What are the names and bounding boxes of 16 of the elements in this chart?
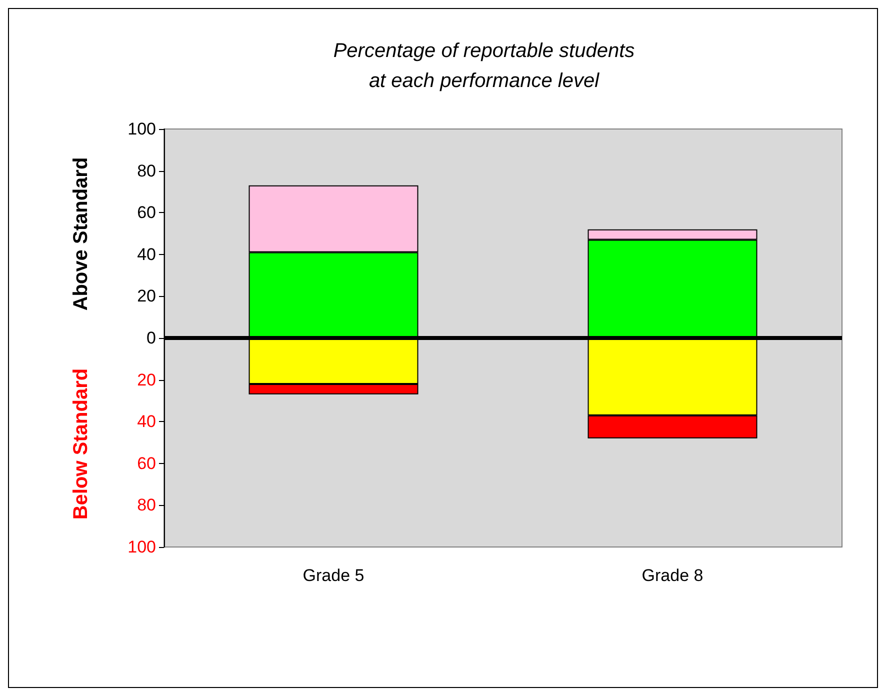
- text: Below Standard: [70, 368, 92, 520]
- x-tick-label: Grade 8: [642, 566, 704, 585]
- y-tick-label: 100: [128, 120, 156, 138]
- y-tick-label: 40: [137, 244, 156, 264]
- y-tick-label: 20: [137, 286, 156, 306]
- y-tick-label: 60: [137, 454, 156, 473]
- y-tick-label: 20: [137, 370, 156, 390]
- y-axis-title: Above Standard: [70, 157, 92, 311]
- y-tick-label: 80: [137, 496, 156, 515]
- y-tick-label: 40: [137, 412, 156, 432]
- x-tick-label: Grade 5: [302, 566, 364, 585]
- y-tick-label: 60: [137, 203, 156, 222]
- y-tick-label: 80: [137, 161, 156, 180]
- chart-title: Percentage of reportable students at each performance level: [333, 40, 635, 92]
- y-tick-label: 100: [128, 538, 156, 556]
- y-tick-label: 0: [146, 328, 156, 348]
